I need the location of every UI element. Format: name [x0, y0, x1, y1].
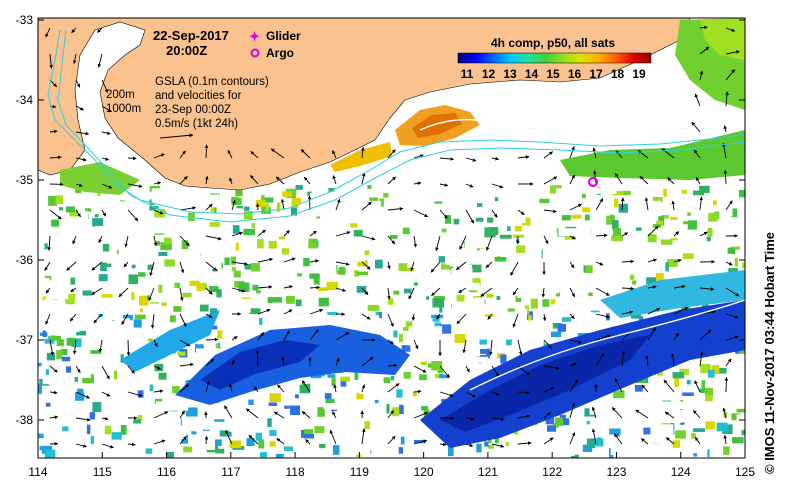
gsla-line-1: GSLA (0.1m contours) [155, 76, 269, 88]
colorbar-tick-label: 16 [568, 67, 582, 81]
x-tick-label: 114 [28, 465, 47, 479]
time-label: 20:00Z [166, 43, 207, 58]
depth-label-200m: 200m [106, 89, 135, 101]
colorbar-tick-label: 12 [482, 67, 496, 81]
y-axis-ticks: -33 -34 -35 -36 -37 -38 [16, 13, 745, 427]
colorbar-tick-label: 15 [546, 67, 560, 81]
glider-marker-icon: ✦ [249, 29, 260, 44]
colorbar-tick-label: 14 [525, 67, 539, 81]
y-tick-label: -36 [16, 253, 34, 267]
argo-marker-icon [250, 48, 260, 58]
gsla-notes: GSLA (0.1m contours) and velocities for … [155, 76, 269, 139]
glider-legend: ✦ Glider [249, 29, 301, 44]
colorbar-bar [457, 52, 652, 64]
x-tick-label: 122 [542, 465, 562, 479]
gsla-line-2: and velocities for [155, 90, 241, 102]
x-tick-label: 121 [478, 465, 498, 479]
x-axis-ticks: 114 115 116 117 118 119 120 121 122 123 124 125 [28, 452, 755, 479]
x-tick-label: 117 [221, 465, 240, 479]
plot-frame [37, 17, 746, 459]
colorbar-title: 4h comp, p50, all sats [491, 36, 615, 50]
x-tick-label: 123 [606, 465, 626, 479]
x-tick-label: 125 [735, 465, 755, 479]
glider-label: Glider [266, 29, 301, 43]
gsla-contour [419, 118, 561, 133]
colorbar: 4h comp, p50, all sats 11 12 13 14 15 16 17 18 1… [457, 36, 652, 81]
x-tick-label: 118 [286, 465, 305, 479]
gsla-contour [469, 299, 745, 391]
colorbar-tick-label: 18 [611, 67, 625, 81]
gsla-line-3: 23-Sep 00:00Z [155, 104, 231, 116]
x-tick-label: 124 [671, 465, 691, 479]
y-tick-label: -38 [16, 413, 34, 427]
argo-label: Argo [266, 46, 294, 60]
y-tick-label: -33 [16, 13, 34, 27]
cool-water-band [120, 270, 745, 448]
gsla-line-4: 0.5m/s (1kt 24h) [155, 118, 238, 130]
current-vectors [44, 25, 740, 449]
x-tick-label: 120 [414, 465, 434, 479]
colorbar-tick-label: 17 [589, 67, 603, 81]
legend: ✦ Glider Argo [249, 29, 301, 60]
depth-labels: 200m 1000m [106, 89, 141, 115]
colorbar-ticks: 11 12 13 14 15 16 17 18 19 [461, 67, 646, 81]
y-tick-label: -37 [16, 333, 34, 347]
depth-label-1000m: 1000m [106, 103, 141, 115]
colorbar-tick-label: 19 [632, 67, 646, 81]
title-block: 22-Sep-2017 20:00Z [153, 28, 229, 58]
colorbar-tick-label: 11 [461, 67, 474, 81]
x-tick-label: 116 [157, 465, 176, 479]
y-tick-label: -34 [16, 93, 34, 107]
argo-legend: Argo [250, 46, 294, 60]
x-tick-label: 115 [93, 465, 112, 479]
isobath-contours [47, 29, 745, 223]
colorbar-tick-label: 13 [503, 67, 517, 81]
credit-label: © IMOS 11-Nov-2017 03:44 Hobart Time [762, 232, 777, 474]
date-label: 22-Sep-2017 [153, 28, 229, 43]
argo-marker[interactable] [587, 176, 599, 188]
x-tick-label: 119 [350, 465, 369, 479]
y-tick-label: -35 [16, 173, 34, 187]
scale-arrow [159, 133, 194, 139]
